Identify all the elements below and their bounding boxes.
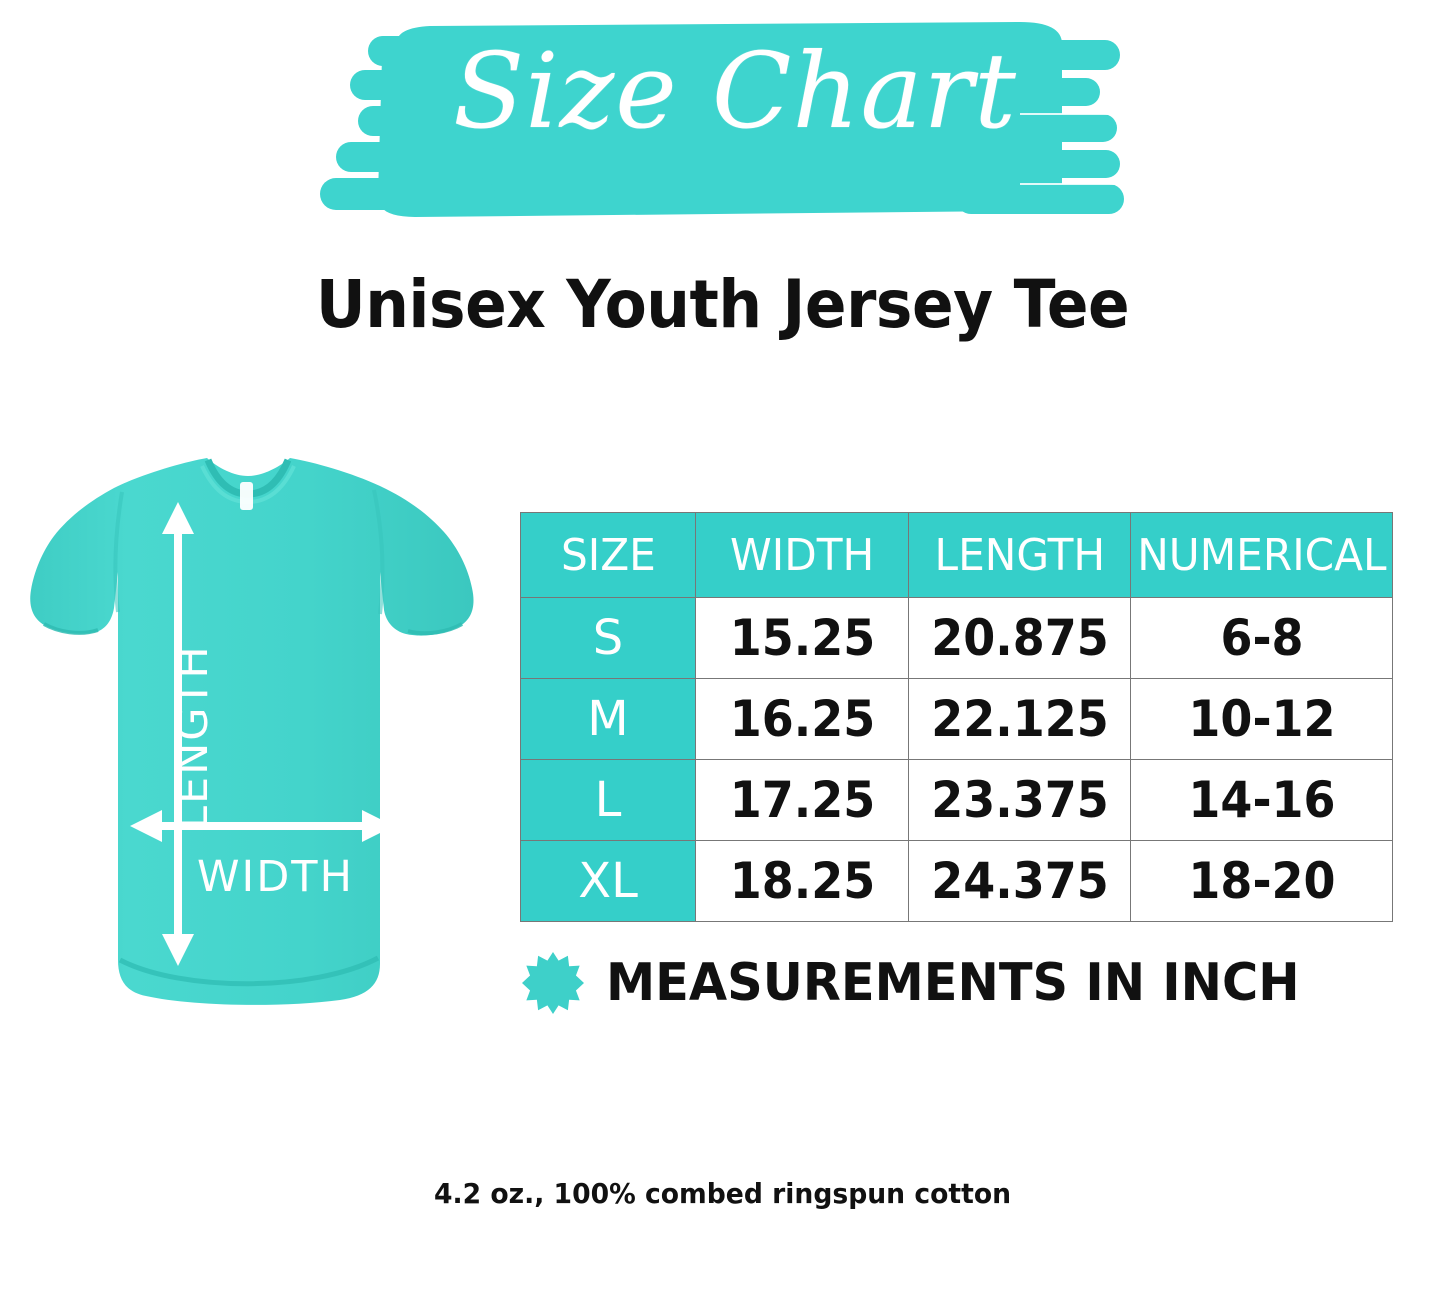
fabric-caption: 4.2 oz., 100% combed ringspun cotton xyxy=(433,1177,1012,1210)
column-header-size: SIZE xyxy=(520,512,696,598)
cell-length: 20.875 xyxy=(916,597,1123,679)
table-row: M 16.25 22.125 10-12 xyxy=(520,678,1393,760)
cell-numerical: 6-8 xyxy=(1140,597,1383,679)
cell-numerical: 14-16 xyxy=(1140,759,1383,841)
size-chart-table: SIZE WIDTH LENGTH NUMERICAL S 15.25 20.8… xyxy=(520,512,1393,922)
page-title: Unisex Youth Jersey Tee xyxy=(315,266,1130,343)
column-header-length: LENGTH xyxy=(908,512,1131,598)
cell-length: 24.375 xyxy=(916,840,1123,922)
measurement-note: MEASUREMENTS IN INCH xyxy=(522,942,1402,1024)
tshirt-illustration: LENGTH WIDTH xyxy=(22,440,492,1025)
cell-numerical: 10-12 xyxy=(1140,678,1383,760)
cell-width: 18.25 xyxy=(703,840,901,922)
cell-length: 23.375 xyxy=(916,759,1123,841)
cell-width: 17.25 xyxy=(703,759,901,841)
banner-title: Size Chart xyxy=(453,30,1017,152)
table-row: L 17.25 23.375 14-16 xyxy=(520,759,1393,841)
cell-size: S xyxy=(520,597,696,679)
width-dimension-label: WIDTH xyxy=(197,852,354,902)
table-row: XL 18.25 24.375 18-20 xyxy=(520,840,1393,922)
column-header-numerical: NUMERICAL xyxy=(1130,512,1393,598)
cell-size: XL xyxy=(520,840,696,922)
size-chart-banner: Size Chart xyxy=(320,14,1150,229)
cell-numerical: 18-20 xyxy=(1140,840,1383,922)
table-header-row: SIZE WIDTH LENGTH NUMERICAL xyxy=(520,512,1393,598)
column-header-width: WIDTH xyxy=(695,512,909,598)
length-dimension-label: LENGTH xyxy=(168,644,218,830)
cell-size: L xyxy=(520,759,696,841)
brush-stroke-shape-icon xyxy=(320,22,1124,217)
tshirt-icon xyxy=(30,458,474,1005)
cell-width: 16.25 xyxy=(703,678,901,760)
table-row: S 15.25 20.875 6-8 xyxy=(520,597,1393,679)
cell-length: 22.125 xyxy=(916,678,1123,760)
measurement-note-text: MEASUREMENTS IN INCH xyxy=(606,953,1300,1013)
cell-size: M xyxy=(520,678,696,760)
cell-width: 15.25 xyxy=(703,597,901,679)
starburst-icon xyxy=(522,952,584,1014)
